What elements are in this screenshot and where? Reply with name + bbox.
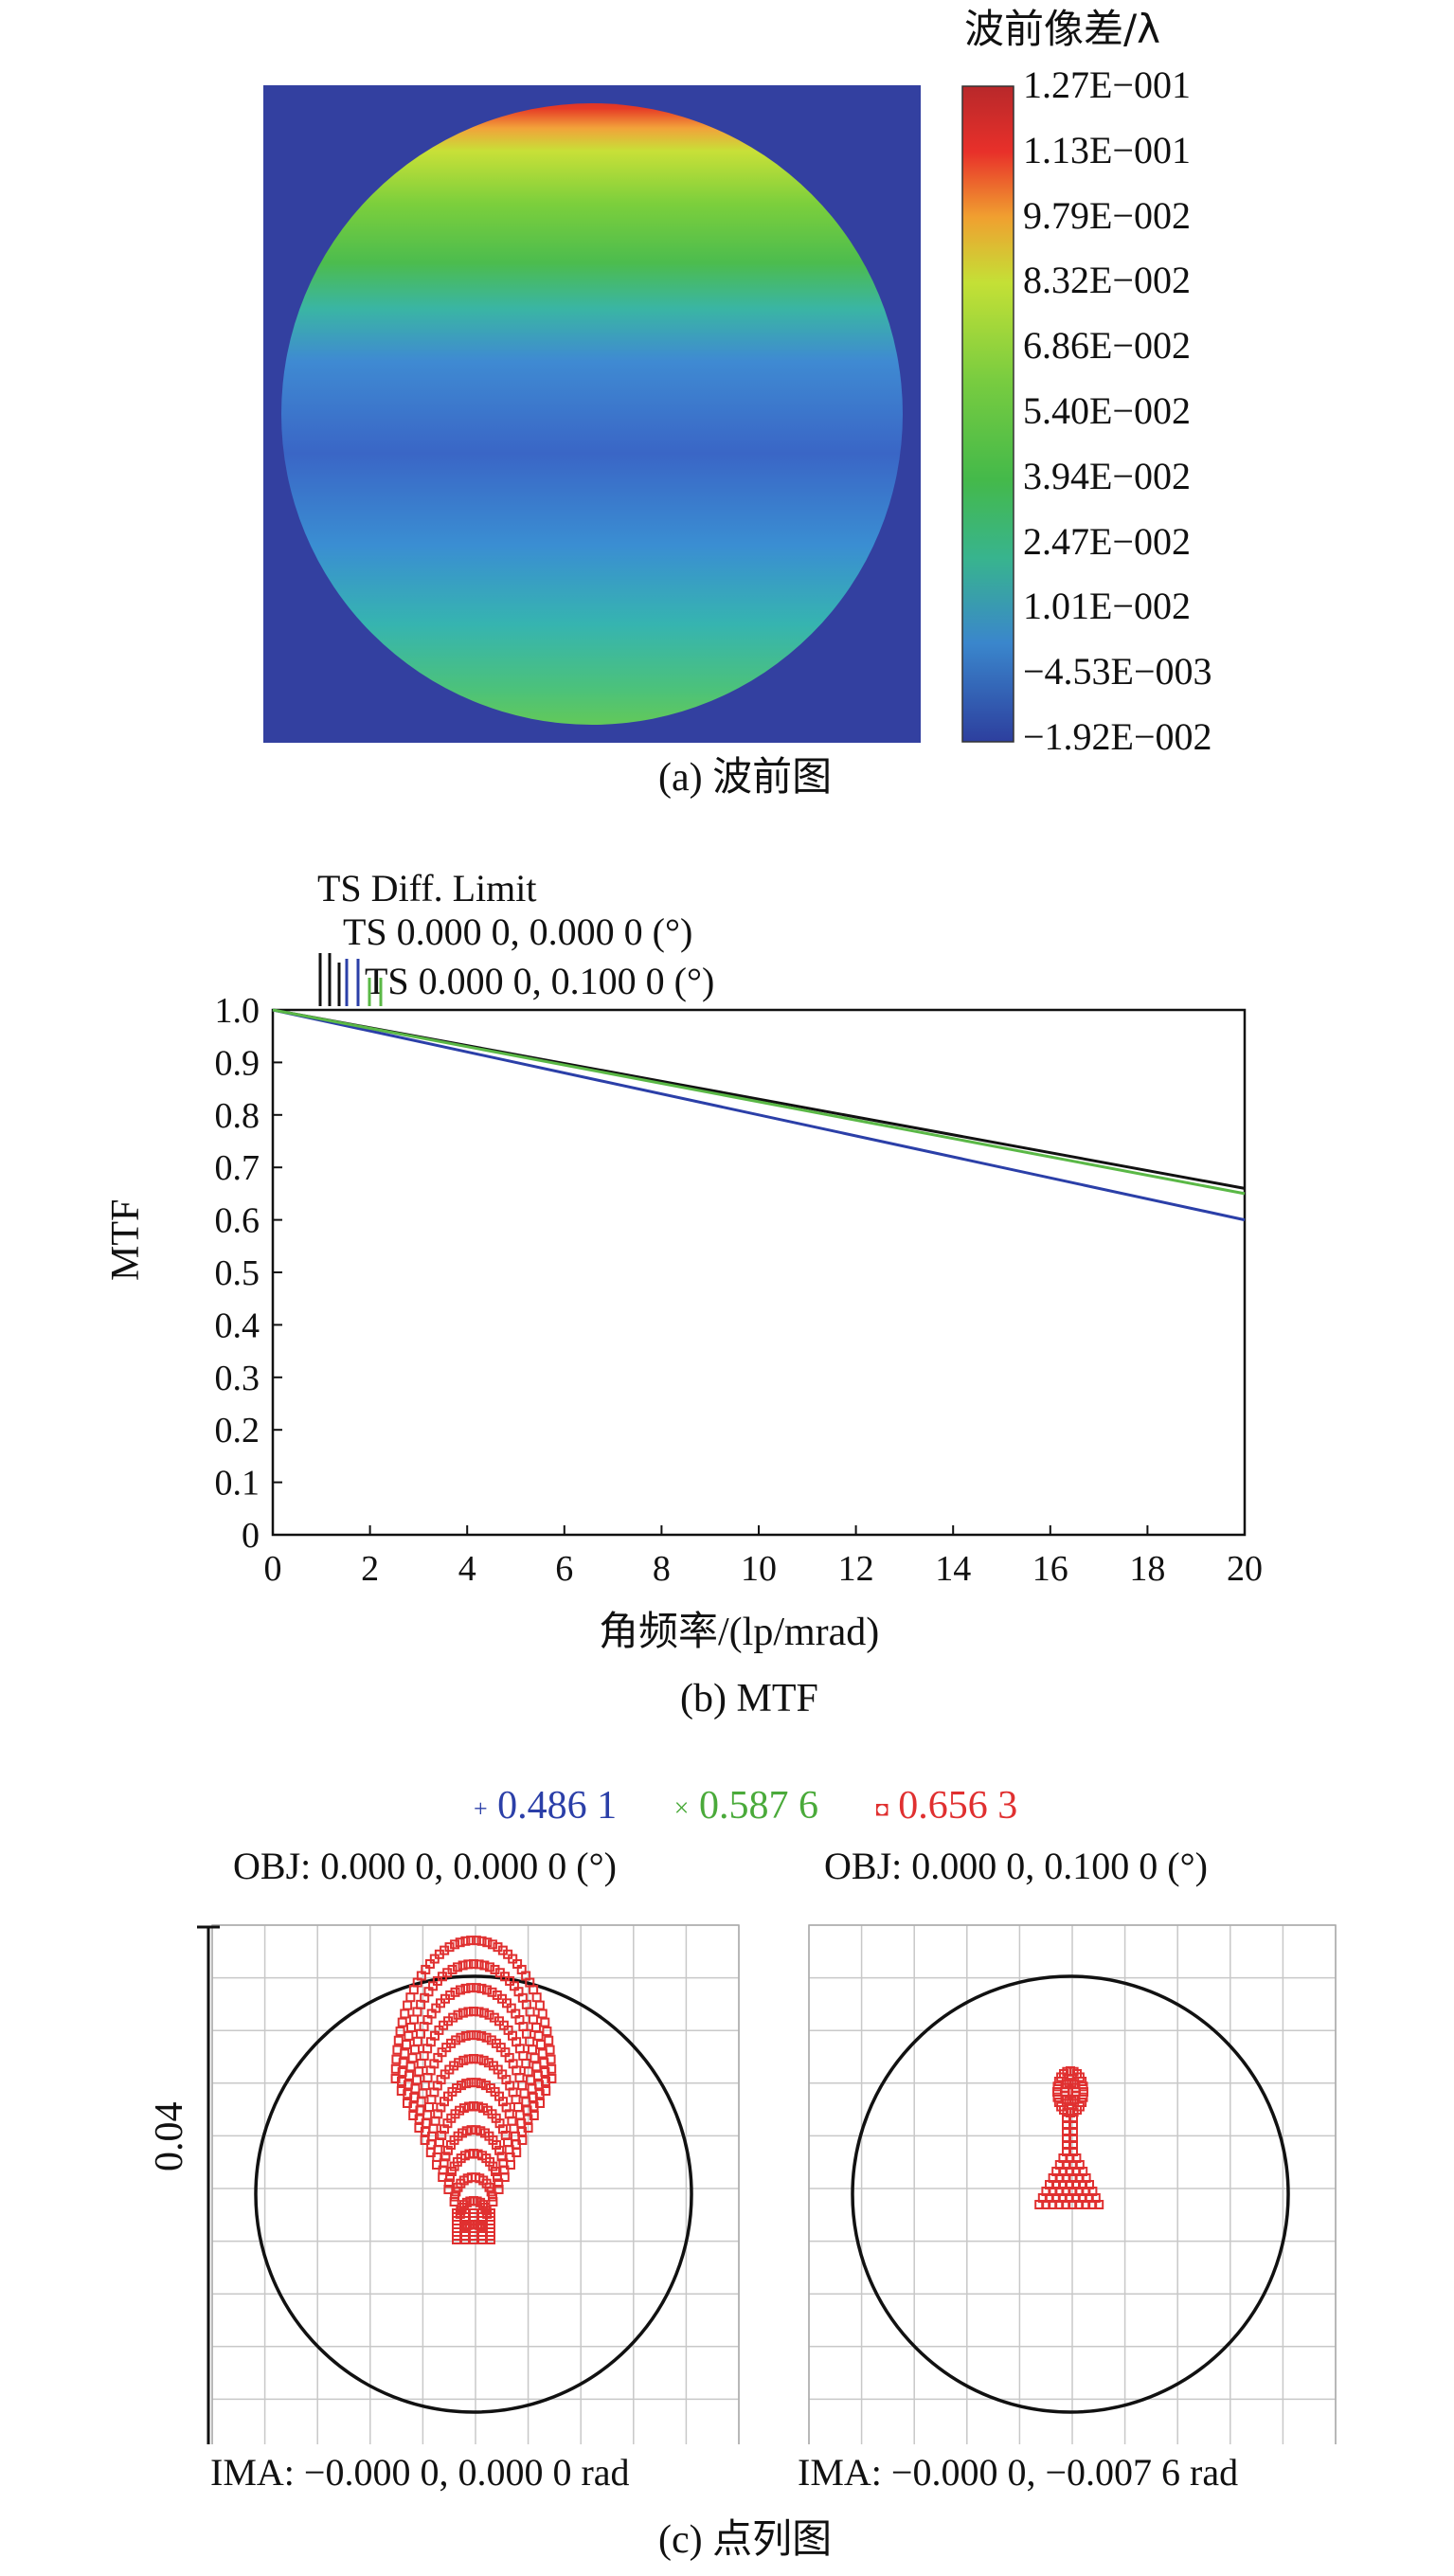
mtf-x-axis-label: 角频率/(lp/mrad): [599, 1611, 880, 1654]
caption-c: (c) 点列图: [658, 2518, 833, 2562]
spot-points-left: [390, 1936, 557, 2244]
colorbar-tick-label: 9.79E−002: [1023, 193, 1191, 237]
y-tick-label: 0.4: [215, 1306, 260, 1345]
legend-wl-1: + 0.486 1: [474, 1784, 618, 1828]
colorbar-title: 波前像差/λ: [964, 6, 1161, 52]
y-tick-label: 0.8: [215, 1096, 260, 1136]
x-tick-label: 20: [1227, 1549, 1263, 1589]
colorbar-tick-label: 6.86E−002: [1023, 324, 1191, 368]
mtf-series-line-2: [272, 1008, 1246, 1196]
mtf-y-axis-label: MTF: [104, 1198, 148, 1281]
spot-points-right: [1034, 2066, 1104, 2209]
y-tick-label: 0.3: [215, 1359, 260, 1398]
x-tick-label: 14: [935, 1549, 971, 1589]
spot-legend: + 0.486 1 × 0.587 6 ◘ 0.656 3: [474, 1783, 1017, 1828]
wavefront-map: [263, 85, 921, 743]
spot-ima-label-right: IMA: −0.000 0, −0.007 6 rad: [798, 2451, 1239, 2494]
colorbar-tick-label: 5.40E−002: [1023, 389, 1191, 432]
square-marker-icon: ◘: [875, 1796, 889, 1821]
x-tick-label: 16: [1032, 1549, 1068, 1589]
colorbar-tick-label: 8.32E−002: [1023, 259, 1191, 302]
spot-ima-label-left: IMA: −0.000 0, 0.000 0 rad: [210, 2451, 630, 2494]
mtf-series-line-1: [272, 1008, 1246, 1222]
wavefront-pupil: [281, 103, 903, 725]
y-tick-label: 0.2: [215, 1411, 260, 1450]
colorbar-tick-label: −1.92E−002: [1023, 715, 1212, 758]
x-tick-label: 2: [361, 1549, 379, 1589]
x-tick-label: 12: [838, 1549, 874, 1589]
colorbar-tick-label: 1.27E−001: [1023, 63, 1191, 106]
caption-a: (a) 波前图: [658, 756, 833, 800]
spot-scale-label: 0.04: [148, 2101, 191, 2172]
colorbar-tick-label: −4.53E−003: [1023, 650, 1212, 694]
legend-field-1: TS 0.000 0, 0.100 0 (°): [365, 960, 715, 1002]
legend-wl-3: ◘ 0.656 3: [875, 1784, 1018, 1828]
y-tick-label: 0.1: [215, 1464, 260, 1504]
y-tick-label: 1.0: [215, 991, 260, 1031]
y-tick-label: 0.7: [215, 1148, 260, 1188]
colorbar-tick-label: 1.13E−001: [1023, 128, 1191, 171]
airy-circle-left: [254, 1974, 693, 2414]
mtf-plot-frame: [271, 1008, 1247, 1537]
spot-obj-label-left: OBJ: 0.000 0, 0.000 0 (°): [233, 1845, 617, 1887]
y-tick-label: 0.5: [215, 1253, 260, 1293]
y-tick-label: 0.6: [215, 1201, 260, 1241]
x-tick-label: 18: [1129, 1549, 1165, 1589]
spot-obj-label-right: OBJ: 0.000 0, 0.100 0 (°): [824, 1845, 1208, 1887]
y-tick-label: 0.9: [215, 1043, 260, 1083]
plus-marker-icon: +: [474, 1794, 488, 1823]
colorbar-tick-label: 3.94E−002: [1023, 454, 1191, 497]
spot-grid-left: [211, 1924, 740, 2444]
airy-circle-right: [851, 1974, 1290, 2414]
spot-diagram: [197, 1924, 1337, 2444]
x-tick-label: 10: [741, 1549, 777, 1589]
cross-marker-icon: ×: [673, 1793, 690, 1824]
legend-wl-2: × 0.587 6: [673, 1784, 818, 1828]
legend-diff-limit: TS Diff. Limit: [317, 867, 537, 910]
colorbar: [961, 85, 1014, 743]
caption-b: (b) MTF: [680, 1677, 818, 1720]
colorbar-tick-label: 2.47E−002: [1023, 519, 1191, 563]
y-tick-label: 0: [242, 1516, 260, 1556]
x-tick-label: 6: [555, 1549, 573, 1589]
x-tick-label: 8: [653, 1549, 671, 1589]
legend-field-0: TS 0.000 0, 0.000 0 (°): [343, 910, 693, 953]
x-tick-label: 4: [458, 1549, 476, 1589]
colorbar-tick-label: 1.01E−002: [1023, 585, 1191, 628]
spot-scale-bar: [197, 1925, 220, 2444]
x-tick-label: 0: [264, 1549, 282, 1589]
mtf-chart: 0 0.1 0.2 0.3 0.4 0.5 0.6 0.7 0.8 0.9 1.0 0 2 4 6 8 10 12…: [215, 953, 1263, 1589]
